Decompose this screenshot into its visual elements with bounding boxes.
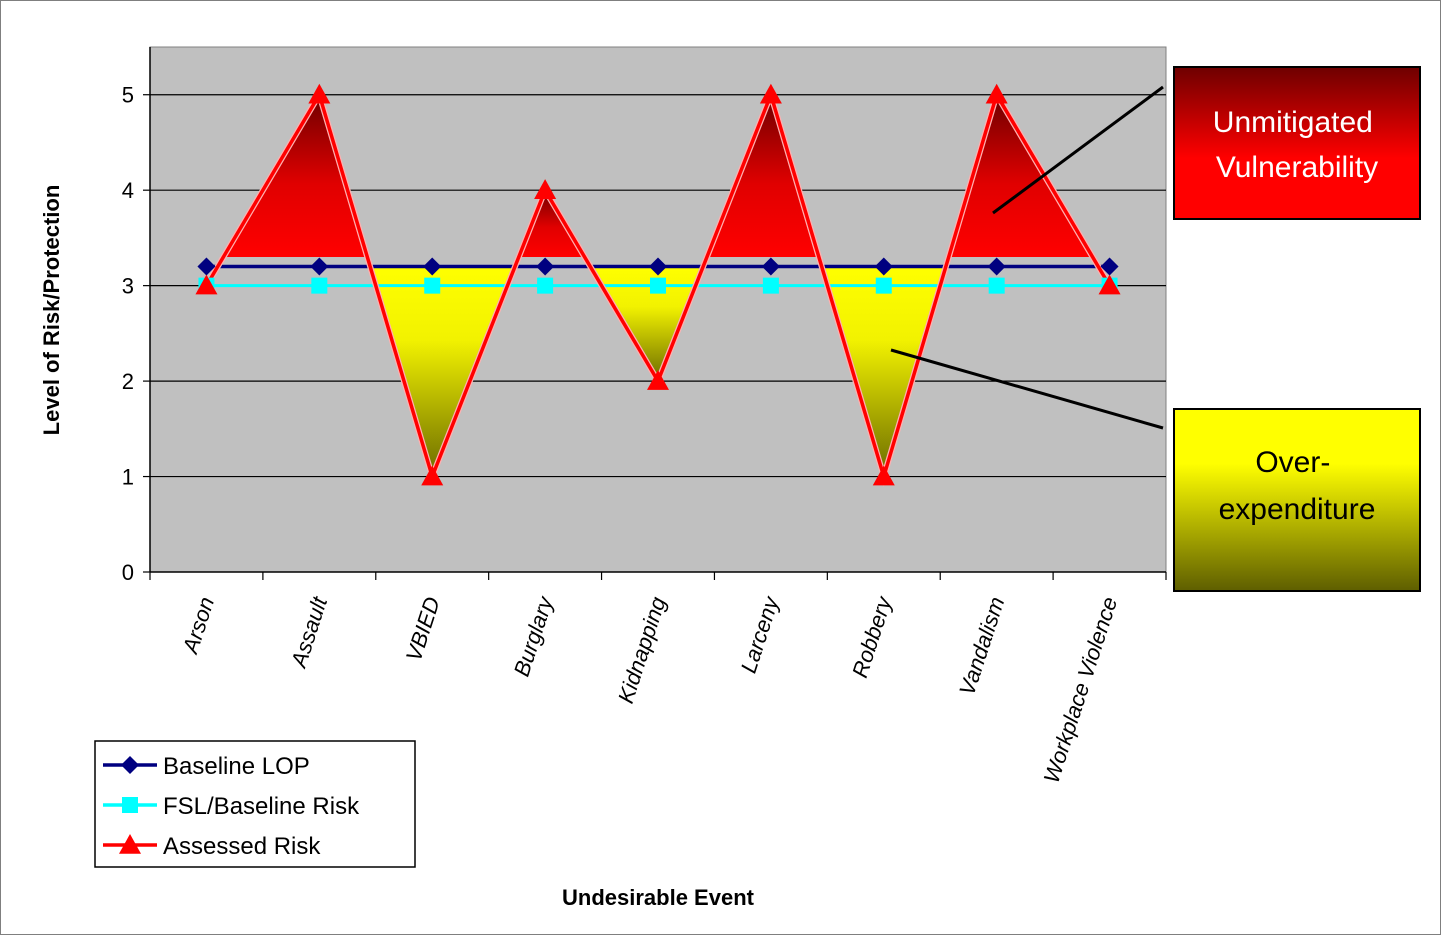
x-tick-label: Assault — [285, 593, 332, 672]
y-tick-labels: 0 1 2 3 4 5 — [122, 83, 134, 585]
data-point — [423, 257, 442, 276]
data-point — [537, 277, 554, 294]
data-point — [650, 277, 666, 294]
y-tick-label: 5 — [122, 83, 134, 108]
data-point — [310, 257, 329, 276]
data-point — [1100, 257, 1119, 276]
y-tick-label: 2 — [122, 369, 134, 394]
legend-label: FSL/Baseline Risk — [163, 793, 360, 820]
data-point — [988, 277, 1005, 294]
data-point — [875, 277, 892, 294]
over-expenditure-area — [821, 266, 946, 477]
over-expenditure-area — [370, 266, 516, 477]
data-point — [534, 179, 557, 199]
callout-leader-line — [992, 85, 1164, 215]
data-point — [874, 257, 893, 276]
x-tick-label: Burglary — [509, 592, 559, 680]
axes — [143, 47, 1167, 580]
series-markers — [195, 83, 1121, 486]
callout-box — [1173, 408, 1421, 592]
y-axis-title: Level of Risk/Protection — [39, 185, 64, 436]
callout-unmitigated-vulnerability: Unmitigated Vulnerability — [992, 66, 1421, 220]
callout-text-line: Unmitigated Vulnerability — [1213, 106, 1381, 184]
x-tick-label: VBIED — [401, 594, 445, 665]
y-tick-label: 0 — [122, 560, 134, 585]
data-point — [197, 257, 216, 276]
data-point — [311, 277, 328, 294]
y-tick-label: 4 — [122, 178, 134, 203]
data-point — [121, 756, 139, 774]
x-tick-label: Vandalism — [954, 594, 1009, 699]
x-tick-label: Larceny — [736, 592, 785, 676]
legend-label: Baseline LOP — [163, 753, 310, 780]
data-point — [308, 83, 331, 104]
data-point — [119, 834, 141, 854]
callout-over-expenditure: Over- expenditure — [890, 348, 1421, 592]
legend-items: Baseline LOP FSL/Baseline Risk Assessed Ri… — [103, 753, 360, 860]
callout-text-line: Over- expenditure — [1219, 446, 1376, 526]
data-point — [762, 277, 779, 294]
data-point — [987, 257, 1006, 276]
legend-label: Assessed Risk — [163, 833, 321, 860]
unmitigated-vulnerability-area — [518, 190, 585, 257]
x-tick-label: Arson — [177, 594, 219, 658]
x-axis-title: Undesirable Event — [562, 885, 755, 910]
data-point — [195, 274, 218, 295]
data-point — [1098, 274, 1121, 295]
data-point — [649, 257, 667, 276]
x-tick-label: Workplace Violence — [1039, 594, 1123, 786]
data-point — [761, 257, 780, 276]
callout-box — [1173, 66, 1421, 220]
data-point — [759, 83, 782, 104]
data-point — [872, 465, 895, 486]
y-tick-label: 3 — [122, 274, 134, 299]
data-point — [536, 257, 555, 276]
data-point — [647, 370, 669, 390]
unmitigated-vulnerability-area — [706, 94, 819, 258]
legend: Baseline LOP FSL/Baseline Risk Assessed Ri… — [94, 740, 416, 868]
over-expenditure-area — [590, 266, 704, 382]
data-point — [985, 83, 1008, 104]
callout-leader-line — [890, 348, 1164, 430]
x-tick-label: Kidnapping — [613, 593, 671, 706]
data-point — [424, 277, 441, 294]
data-point — [122, 797, 138, 813]
x-tick-label: Robbery — [847, 592, 897, 681]
data-point — [421, 465, 444, 486]
y-tick-label: 1 — [122, 465, 134, 490]
